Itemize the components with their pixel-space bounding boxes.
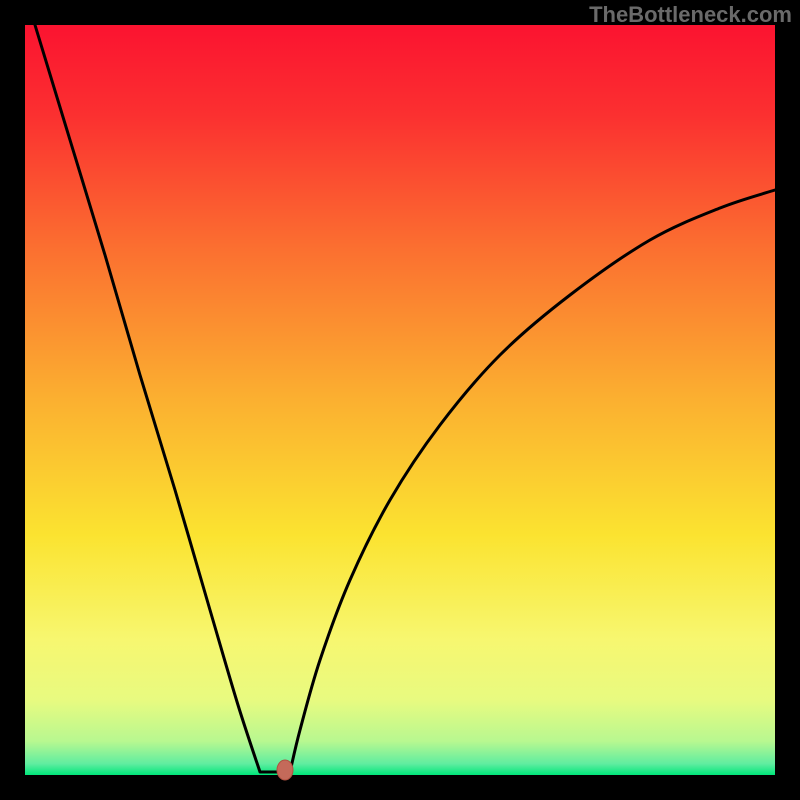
bottleneck-chart: [0, 0, 800, 800]
chart-frame: [0, 0, 800, 800]
optimal-point-marker: [277, 760, 293, 780]
watermark-text: TheBottleneck.com: [589, 2, 792, 28]
plot-gradient-background: [25, 25, 775, 775]
